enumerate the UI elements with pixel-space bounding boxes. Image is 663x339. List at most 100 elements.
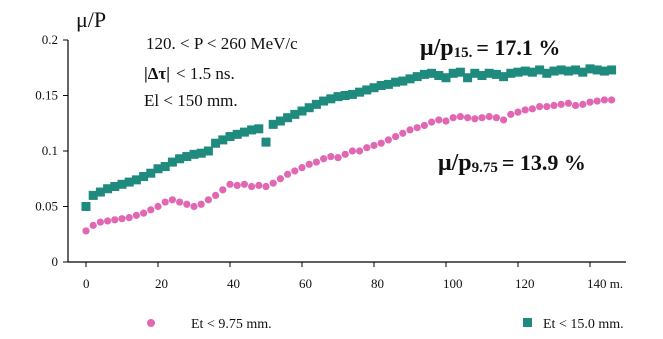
- legend: Et < 9.75 mm. Et < 15.0 mm.: [147, 317, 624, 332]
- data-point-et975: [320, 155, 328, 163]
- data-point-et15: [275, 116, 285, 126]
- data-point-et15: [513, 67, 523, 77]
- tick-group: 0 20 40 60 80 100 120 140 m. 0 0.05 0.1 0.15 0.2: [35, 32, 623, 291]
- legend-label-15: Et < 15.0 mm.: [543, 317, 624, 332]
- data-point-et15: [139, 172, 149, 182]
- data-point-et975: [536, 103, 544, 111]
- note-momentum-range: 120. < P < 260 MeV/c: [146, 34, 298, 53]
- note-timing-cut: |Δτ| < 1.5 ns.: [144, 64, 235, 83]
- data-point-et15: [383, 79, 393, 89]
- data-point-et975: [334, 154, 342, 162]
- data-point-et975: [298, 164, 306, 172]
- data-point-et15: [499, 72, 509, 82]
- data-point-et15: [297, 106, 307, 116]
- x-tick-label: 20: [155, 276, 168, 291]
- x-tick-label: 80: [371, 276, 384, 291]
- data-point-et975: [593, 97, 601, 105]
- data-point-et15: [535, 65, 545, 75]
- data-point-et975: [183, 200, 191, 208]
- note-timing-value: < 1.5 ns.: [176, 64, 235, 83]
- note-energy-cut: El < 150 mm.: [144, 91, 238, 110]
- selection-notes: 120. < P < 260 MeV/c |Δτ| < 1.5 ns. El < …: [144, 34, 298, 110]
- data-point-et15: [196, 148, 206, 158]
- data-point-et15: [182, 152, 192, 162]
- data-point-et15: [362, 85, 372, 95]
- data-point-et15: [211, 138, 221, 148]
- data-point-et975: [104, 217, 112, 225]
- data-point-et975: [96, 218, 104, 226]
- data-point-et975: [514, 108, 522, 116]
- data-point-et975: [564, 99, 573, 107]
- data-point-et975: [521, 106, 529, 114]
- data-point-et975: [276, 175, 284, 183]
- data-point-et975: [305, 160, 313, 168]
- annotation-975: μ/p9.75 = 13.9 %: [438, 150, 586, 176]
- data-point-et15: [225, 132, 235, 142]
- data-point-et15: [398, 76, 408, 86]
- data-point-et975: [579, 100, 587, 108]
- x-tick-label: 40: [227, 276, 240, 291]
- data-point-et975: [550, 101, 558, 110]
- data-point-et975: [147, 206, 155, 214]
- mark-group: [81, 64, 617, 235]
- data-point-et15: [283, 113, 293, 123]
- data-point-et975: [399, 129, 407, 137]
- data-point-et15: [232, 129, 242, 139]
- data-point-et15: [333, 92, 343, 102]
- data-point-et15: [189, 149, 199, 159]
- data-point-et15: [448, 68, 458, 78]
- data-point-et15: [218, 135, 228, 145]
- x-tick-label: 140 m.: [587, 276, 623, 291]
- data-point-et15: [506, 68, 516, 78]
- data-point-et975: [284, 170, 292, 178]
- data-point-et975: [132, 211, 140, 219]
- data-point-et975: [111, 216, 119, 224]
- data-point-et15: [477, 71, 487, 81]
- data-point-et975: [255, 181, 263, 190]
- annotation-975-mu: μ/p: [438, 150, 472, 176]
- data-point-et15: [117, 179, 127, 189]
- data-point-et15: [203, 146, 213, 156]
- data-point-et15: [347, 89, 357, 99]
- data-point-et15: [455, 67, 465, 77]
- data-point-et975: [471, 115, 479, 123]
- x-tick-label: 60: [299, 276, 312, 291]
- data-point-et15: [419, 69, 429, 79]
- data-point-et975: [190, 202, 198, 211]
- data-point-et15: [81, 202, 91, 211]
- legend-marker-circle: [147, 319, 155, 327]
- data-point-et15: [549, 66, 559, 76]
- data-point-et975: [226, 180, 234, 188]
- data-point-et15: [520, 66, 530, 76]
- data-point-et975: [161, 198, 169, 206]
- y-tick-label: 0.05: [35, 199, 58, 214]
- data-point-et975: [248, 182, 256, 191]
- data-point-et975: [219, 186, 227, 194]
- data-point-et15: [355, 87, 365, 97]
- data-point-et15: [571, 65, 581, 75]
- data-point-et15: [592, 65, 602, 75]
- data-point-et15: [585, 64, 595, 74]
- data-point-et975: [456, 112, 464, 121]
- data-point-et15: [599, 66, 609, 76]
- data-point-et15: [153, 164, 163, 174]
- data-point-et15: [311, 99, 321, 109]
- data-point-et975: [485, 112, 493, 121]
- data-point-et15: [491, 69, 501, 79]
- annotation-15-text: μ/p15. = 17.1 %: [420, 35, 560, 61]
- y-tick-label: 0.1: [42, 143, 58, 158]
- data-point-et975: [154, 202, 162, 211]
- y-tick-label: 0.15: [35, 88, 58, 103]
- data-point-et975: [528, 105, 537, 113]
- data-point-et975: [543, 103, 551, 111]
- data-point-et15: [470, 68, 480, 78]
- data-point-et15: [340, 91, 350, 100]
- data-point-et15: [88, 190, 98, 200]
- data-point-et15: [167, 157, 177, 167]
- data-point-et975: [572, 101, 580, 110]
- data-point-et975: [370, 141, 378, 150]
- data-point-et15: [290, 109, 300, 119]
- data-point-et975: [341, 150, 349, 158]
- data-point-et975: [291, 167, 299, 175]
